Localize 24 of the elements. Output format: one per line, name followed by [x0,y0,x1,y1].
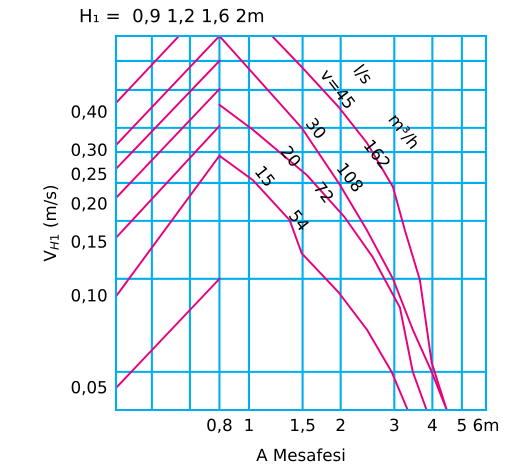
x-tick-label: 0,8 [207,418,232,433]
x-tick-label: 6m [474,418,498,432]
y-tick-label: 0,30 [72,143,107,158]
chart-title: H₁ = 0,9 1,2 1,6 2m [80,8,264,24]
x-tick-label: 5 [458,418,466,432]
x-tick-label: 2 [336,418,344,431]
y-tick-label: 0,25 [72,168,106,182]
annotation: l/s [352,64,374,86]
annotation: 15 [254,165,276,188]
x-tick-label: 1 [245,418,253,431]
y-tick-label: 0,20 [72,197,107,212]
x-tick-label: 3 [390,418,398,432]
y-tick-label: 0,15 [72,235,106,250]
x-tick-label: 4 [428,418,437,431]
y-axis-title: V$_{H1}$ (m/s) [43,186,59,262]
annotation: 30 [306,116,328,140]
x-tick-label: 1,5 [291,418,314,433]
y-tick-label: 0,40 [72,105,107,120]
annotation: 54 [288,209,310,232]
y-tick-label: 0,10 [72,288,107,304]
x-axis-title: A Mesafesi [256,448,344,462]
annotation: 20 [280,145,302,168]
y-tick-label: 0,05 [72,380,106,396]
annotation: 72 [314,181,334,203]
